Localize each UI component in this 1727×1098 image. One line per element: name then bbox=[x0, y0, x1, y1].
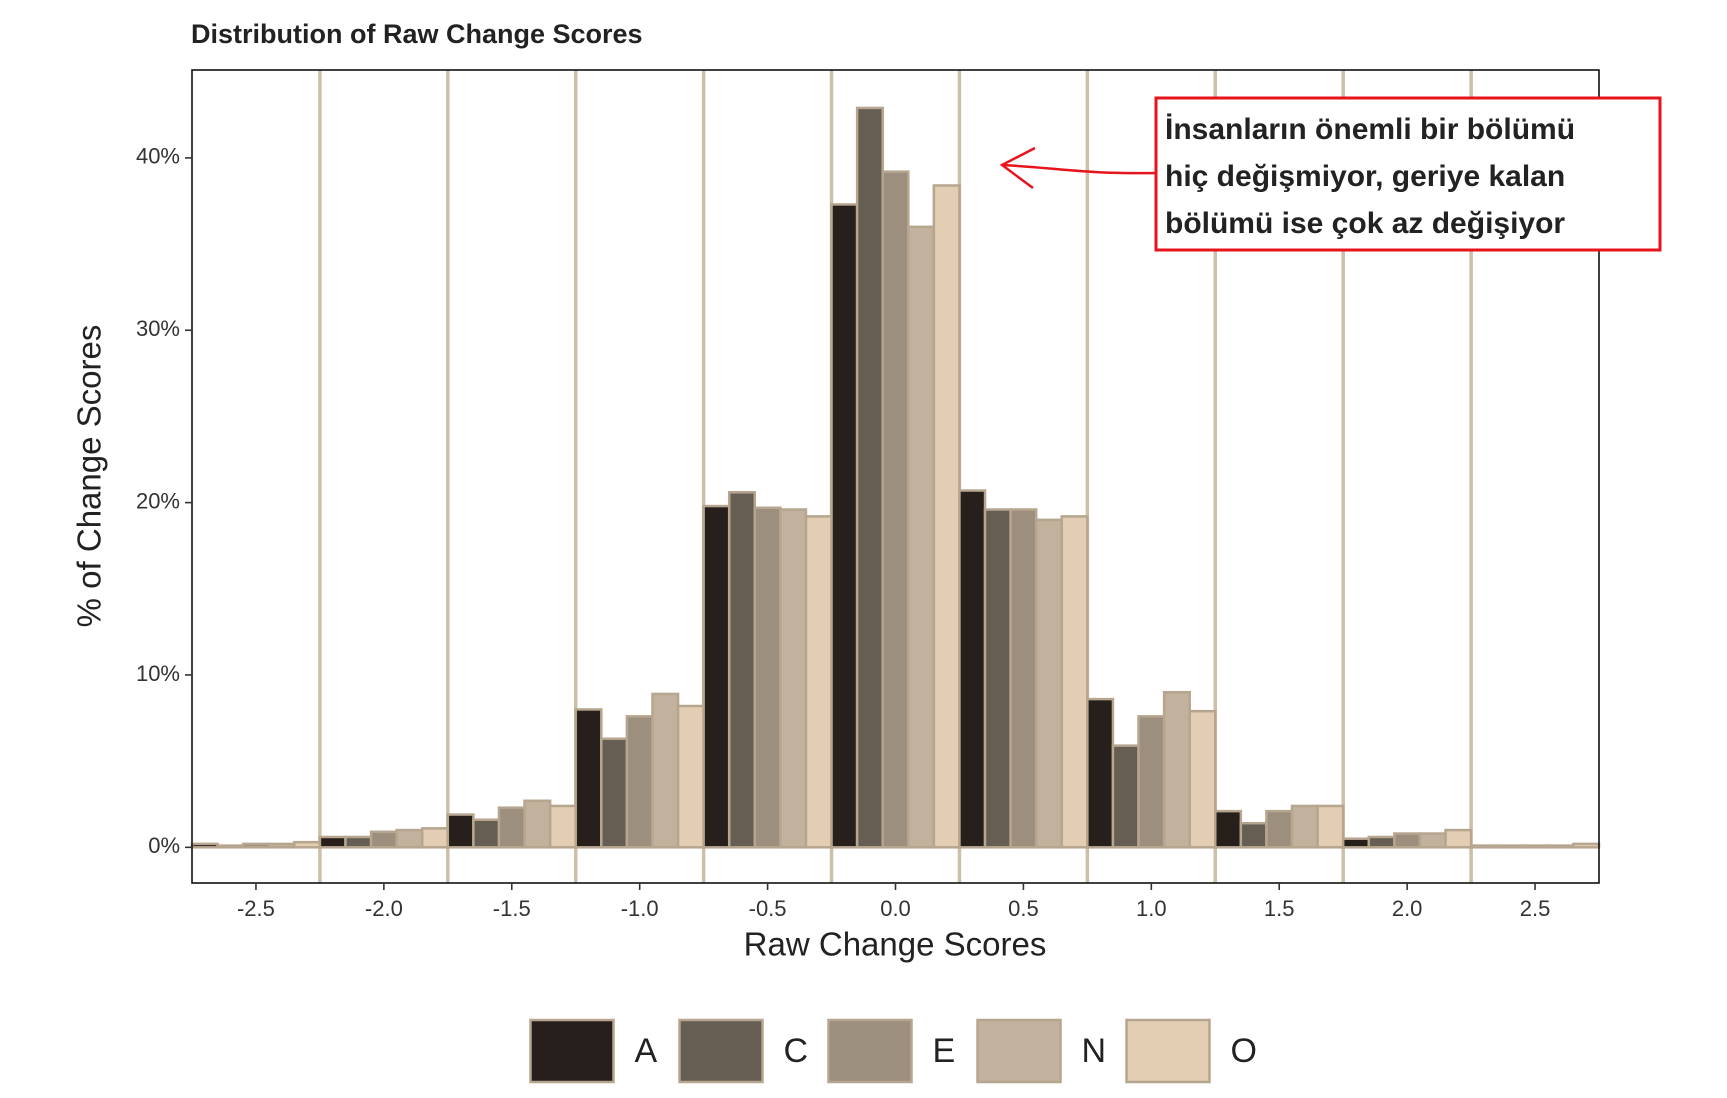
bar bbox=[190, 842, 219, 849]
legend-label: C bbox=[784, 1032, 809, 1070]
bar bbox=[420, 827, 450, 849]
bar bbox=[267, 842, 296, 849]
bar bbox=[1393, 832, 1422, 849]
bar bbox=[293, 840, 322, 849]
bar bbox=[779, 508, 808, 849]
annotation-text: hiç değişmiyor, geriye kalan bbox=[1165, 160, 1565, 193]
y-tick-label: 10% bbox=[136, 661, 180, 686]
legend-key bbox=[529, 1018, 615, 1084]
bar bbox=[1162, 690, 1191, 849]
bar bbox=[1034, 518, 1064, 849]
annotation-text: bölümü ise çok az değişiyor bbox=[1165, 207, 1565, 240]
bar bbox=[497, 806, 526, 849]
bar bbox=[1137, 715, 1166, 849]
bar bbox=[1214, 809, 1243, 849]
bar bbox=[1188, 709, 1217, 849]
legend-label: A bbox=[635, 1032, 658, 1070]
y-tick-label: 30% bbox=[136, 316, 180, 341]
y-axis-title: % of Change Scores bbox=[71, 325, 108, 628]
x-tick-label: -1.0 bbox=[621, 896, 659, 921]
bar bbox=[1009, 508, 1038, 849]
x-tick-label: -0.5 bbox=[749, 896, 787, 921]
bar bbox=[600, 737, 629, 849]
x-tick-label: 0.0 bbox=[880, 896, 911, 921]
bar bbox=[472, 818, 501, 849]
bar bbox=[344, 835, 373, 849]
legend-label: O bbox=[1231, 1032, 1257, 1070]
bar bbox=[548, 804, 577, 849]
bar bbox=[676, 704, 705, 849]
annotation-text: İnsanların önemli bir bölümü bbox=[1165, 113, 1575, 146]
bar bbox=[369, 830, 398, 849]
bar bbox=[753, 506, 782, 849]
bar bbox=[1444, 828, 1473, 849]
bar bbox=[881, 170, 910, 849]
bar bbox=[1418, 832, 1447, 849]
x-tick-label: -2.0 bbox=[365, 896, 403, 921]
x-tick-label: -1.5 bbox=[493, 896, 531, 921]
legend-key bbox=[976, 1018, 1062, 1084]
bar bbox=[804, 515, 833, 849]
legend-key bbox=[827, 1018, 913, 1084]
legend-key bbox=[1125, 1018, 1211, 1084]
bar bbox=[1341, 837, 1371, 849]
x-tick-label: 2.5 bbox=[1520, 896, 1551, 921]
bar bbox=[1495, 844, 1524, 849]
bar bbox=[983, 508, 1012, 849]
bar bbox=[216, 844, 245, 849]
annotation-arrow bbox=[999, 146, 1157, 190]
bar bbox=[1290, 804, 1319, 849]
x-tick-label: -2.5 bbox=[237, 896, 275, 921]
bar bbox=[1546, 844, 1575, 849]
bar bbox=[1572, 842, 1601, 849]
x-tick-label: 2.0 bbox=[1392, 896, 1423, 921]
y-tick-label: 20% bbox=[136, 488, 180, 513]
bar bbox=[523, 799, 552, 849]
bar bbox=[318, 835, 347, 849]
legend-label: E bbox=[933, 1032, 956, 1070]
legend-key bbox=[678, 1018, 764, 1084]
bar bbox=[1086, 697, 1115, 849]
bar bbox=[907, 225, 936, 849]
bar bbox=[446, 813, 475, 849]
x-tick-label: 0.5 bbox=[1008, 896, 1039, 921]
bar bbox=[1111, 744, 1140, 849]
bar bbox=[395, 828, 424, 849]
y-tick-label: 0% bbox=[148, 833, 180, 858]
bar bbox=[625, 715, 654, 849]
bar bbox=[651, 692, 680, 849]
bar bbox=[574, 708, 603, 849]
y-tick-label: 40% bbox=[136, 144, 180, 169]
bar bbox=[241, 842, 270, 849]
chart-title: Distribution of Raw Change Scores bbox=[191, 19, 643, 49]
bar bbox=[1060, 515, 1089, 849]
legend-label: N bbox=[1082, 1032, 1107, 1070]
bar bbox=[1265, 809, 1294, 849]
x-tick-label: 1.5 bbox=[1264, 896, 1295, 921]
bar bbox=[958, 489, 987, 849]
bar bbox=[1239, 821, 1268, 849]
bar bbox=[727, 491, 757, 849]
bar bbox=[1367, 835, 1396, 849]
bar bbox=[1469, 844, 1498, 849]
bar bbox=[1521, 844, 1550, 849]
bar bbox=[855, 106, 884, 849]
bar bbox=[702, 504, 731, 849]
bar bbox=[932, 184, 961, 849]
bar bbox=[830, 203, 859, 849]
bar bbox=[1316, 804, 1345, 849]
x-axis-title: Raw Change Scores bbox=[744, 926, 1047, 963]
x-tick-label: 1.0 bbox=[1136, 896, 1167, 921]
